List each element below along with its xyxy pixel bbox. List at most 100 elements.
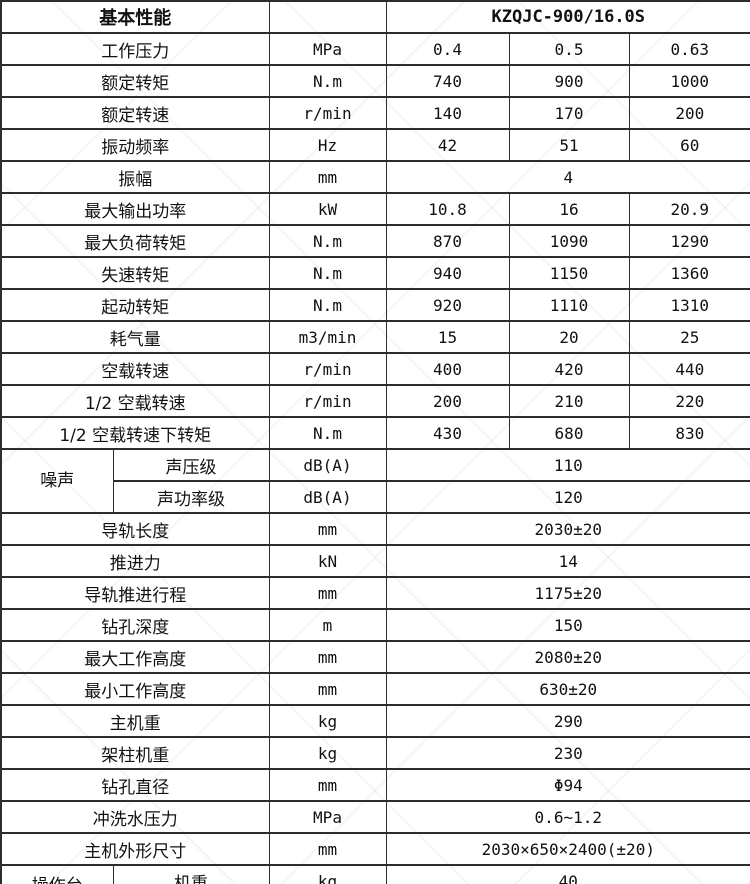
row-value: 1110 bbox=[508, 288, 630, 322]
row-label: 空载转速 bbox=[0, 352, 270, 386]
table-row: 振幅 mm 4 bbox=[0, 160, 750, 194]
row-value: 680 bbox=[508, 416, 630, 450]
row-label: 最小工作高度 bbox=[0, 672, 270, 706]
row-label: 架柱机重 bbox=[0, 736, 270, 770]
row-label: 额定转矩 bbox=[0, 64, 270, 98]
row-unit: kg bbox=[268, 736, 387, 770]
table-row: 1/2 空载转速下转矩 N.m 430 680 830 bbox=[0, 416, 750, 450]
row-unit: r/min bbox=[268, 384, 387, 418]
table-row: 钻孔深度 m 150 bbox=[0, 608, 750, 642]
table-row: 最大输出功率 kW 10.8 16 20.9 bbox=[0, 192, 750, 226]
row-unit: MPa bbox=[268, 32, 387, 66]
table-row: 声功率级 dB(A) 120 bbox=[1, 480, 750, 514]
row-label: 起动转矩 bbox=[0, 288, 270, 322]
row-value: 2080±20 bbox=[385, 640, 750, 674]
row-value: 900 bbox=[508, 64, 630, 98]
row-label: 额定转速 bbox=[0, 96, 270, 130]
model-number: KZQJC-900/16.0S bbox=[385, 0, 750, 34]
row-value: 400 bbox=[385, 352, 510, 386]
row-label: 最大输出功率 bbox=[0, 192, 270, 226]
row-value: 15 bbox=[385, 320, 510, 354]
row-unit: dB(A) bbox=[268, 480, 387, 514]
row-label: 振动频率 bbox=[0, 128, 270, 162]
row-label: 钻孔深度 bbox=[0, 608, 270, 642]
row-value: 830 bbox=[628, 416, 750, 450]
row-value: 14 bbox=[385, 544, 750, 578]
row-label: 导轨推进行程 bbox=[0, 576, 270, 610]
table-row: 冲洗水压力 MPa 0.6~1.2 bbox=[0, 800, 750, 834]
table-row: 最大工作高度 mm 2080±20 bbox=[0, 640, 750, 674]
table-row: 导轨长度 mm 2030±20 bbox=[0, 512, 750, 546]
row-value: 630±20 bbox=[385, 672, 750, 706]
row-unit: N.m bbox=[268, 416, 387, 450]
row-label: 1/2 空载转速 bbox=[0, 384, 270, 418]
row-value: 420 bbox=[508, 352, 630, 386]
row-value: 0.6~1.2 bbox=[385, 800, 750, 834]
row-label: 导轨长度 bbox=[0, 512, 270, 546]
row-value: 0.4 bbox=[385, 32, 510, 66]
row-value: 220 bbox=[628, 384, 750, 418]
row-value: 2030±20 bbox=[385, 512, 750, 546]
row-label: 主机外形尺寸 bbox=[0, 832, 270, 866]
row-value: 740 bbox=[385, 64, 510, 98]
row-value: 40 bbox=[385, 864, 750, 884]
row-label: 声功率级 bbox=[112, 480, 270, 514]
row-unit: kN bbox=[268, 544, 387, 578]
row-unit: Hz bbox=[268, 128, 387, 162]
row-value: 1175±20 bbox=[385, 576, 750, 610]
row-label: 最大负荷转矩 bbox=[0, 224, 270, 258]
row-value: 1310 bbox=[628, 288, 750, 322]
table-row: 架柱机重 kg 230 bbox=[0, 736, 750, 770]
table-row: 额定转速 r/min 140 170 200 bbox=[0, 96, 750, 130]
row-value: 430 bbox=[385, 416, 510, 450]
row-unit: kg bbox=[268, 704, 387, 738]
row-value: 200 bbox=[628, 96, 750, 130]
row-unit: r/min bbox=[268, 352, 387, 386]
row-unit: N.m bbox=[268, 64, 387, 98]
row-value: 10.8 bbox=[385, 192, 510, 226]
table-row: 振动频率 Hz 42 51 60 bbox=[0, 128, 750, 162]
table-row: 耗气量 m3/min 15 20 25 bbox=[0, 320, 750, 354]
row-value: 1000 bbox=[628, 64, 750, 98]
table-row: 额定转矩 N.m 740 900 1000 bbox=[0, 64, 750, 98]
row-value: 200 bbox=[385, 384, 510, 418]
noise-group-label: 噪声 bbox=[0, 448, 114, 514]
row-value: 1290 bbox=[628, 224, 750, 258]
console-group-label: 操作台 （选配） bbox=[0, 864, 114, 884]
row-value: 20.9 bbox=[628, 192, 750, 226]
row-unit: N.m bbox=[268, 224, 387, 258]
table-row: 1/2 空载转速 r/min 200 210 220 bbox=[0, 384, 750, 418]
row-label: 冲洗水压力 bbox=[0, 800, 270, 834]
table-row: 操作台 （选配） 机重 kg 40 bbox=[0, 864, 750, 884]
row-value: 920 bbox=[385, 288, 510, 322]
table-row: 推进力 kN 14 bbox=[0, 544, 750, 578]
row-value: 25 bbox=[628, 320, 750, 354]
row-unit: r/min bbox=[268, 96, 387, 130]
row-unit: kg bbox=[268, 864, 387, 884]
row-value: 210 bbox=[508, 384, 630, 418]
row-unit: mm bbox=[268, 512, 387, 546]
table-row: 噪声 声压级 dB(A) 110 bbox=[0, 448, 750, 514]
table-row: 起动转矩 N.m 920 1110 1310 bbox=[0, 288, 750, 322]
row-unit: kW bbox=[268, 192, 387, 226]
table-row: 空载转速 r/min 400 420 440 bbox=[0, 352, 750, 386]
row-value: 0.5 bbox=[508, 32, 630, 66]
row-value: 51 bbox=[508, 128, 630, 162]
row-value: 140 bbox=[385, 96, 510, 130]
row-label: 主机重 bbox=[0, 704, 270, 738]
table-header-row: 基本性能 KZQJC-900/16.0S bbox=[0, 0, 750, 34]
row-label: 推进力 bbox=[0, 544, 270, 578]
row-value: 0.63 bbox=[628, 32, 750, 66]
row-value: 940 bbox=[385, 256, 510, 290]
row-label: 振幅 bbox=[0, 160, 270, 194]
row-value: 1150 bbox=[508, 256, 630, 290]
row-unit: m3/min bbox=[268, 320, 387, 354]
row-value: 16 bbox=[508, 192, 630, 226]
table-row: 主机外形尺寸 mm 2030×650×2400(±20) bbox=[0, 832, 750, 866]
table-row: 失速转矩 N.m 940 1150 1360 bbox=[0, 256, 750, 290]
row-unit: mm bbox=[268, 576, 387, 610]
table-row: 主机重 kg 290 bbox=[0, 704, 750, 738]
row-value: 4 bbox=[385, 160, 750, 194]
row-unit: N.m bbox=[268, 256, 387, 290]
table-title: 基本性能 bbox=[0, 0, 270, 34]
